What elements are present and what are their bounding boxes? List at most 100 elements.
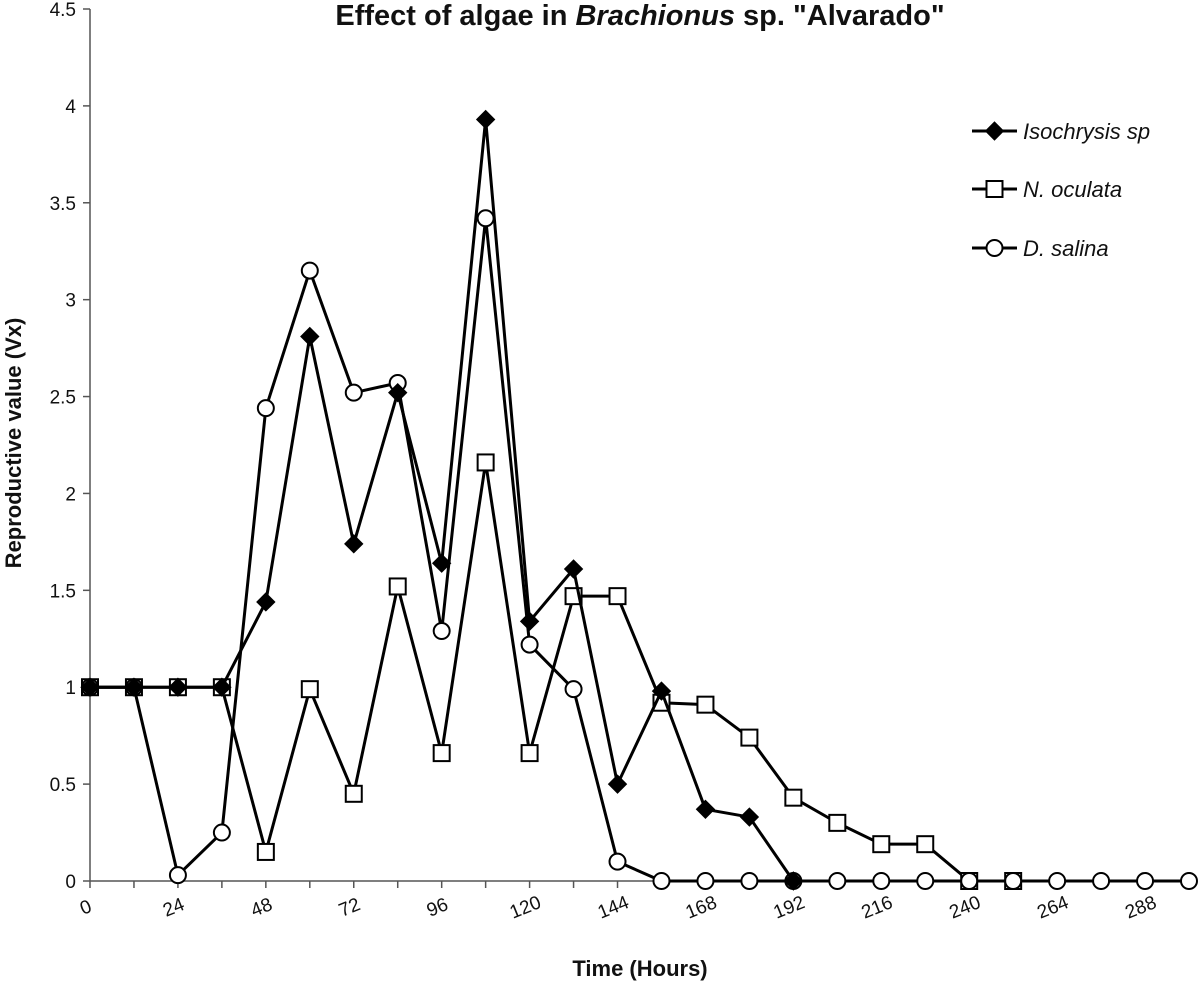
data-point [872, 835, 891, 854]
data-point [1180, 872, 1198, 890]
data-point [784, 788, 803, 807]
x-tick-label: 240 [947, 892, 984, 923]
data-point [168, 866, 187, 885]
x-tick-label: 96 [424, 894, 451, 921]
data-point [432, 744, 451, 763]
data-point [212, 823, 231, 842]
legend-label: D. salina [1023, 236, 1109, 261]
x-tick-label: 168 [683, 892, 720, 923]
series-isochrysis-sp [80, 109, 804, 891]
x-tick-label: 48 [248, 894, 275, 921]
data-point [124, 677, 144, 697]
data-point [80, 677, 100, 697]
data-point [476, 453, 495, 472]
legend-item: D. salina [972, 236, 1109, 261]
data-point [212, 677, 232, 697]
data-point [388, 382, 408, 403]
data-point [432, 622, 451, 641]
data-point [300, 261, 319, 280]
data-point [828, 813, 847, 832]
y-tick-label: 1 [65, 678, 76, 699]
data-point [300, 680, 319, 699]
x-axis-label: Time (Hours) [572, 956, 707, 981]
data-point [256, 592, 276, 612]
x-tick-label: 24 [160, 894, 188, 922]
y-tick-label: 1.5 [50, 581, 76, 602]
y-axis-label: Reproductive value (Vx) [1, 318, 26, 569]
x-tick-label: 288 [1122, 892, 1159, 923]
series-line [90, 216, 1189, 883]
chart-title-prefix: Effect of algae in [335, 0, 575, 32]
y-tick-label: 2 [65, 484, 76, 505]
series-line [90, 117, 795, 882]
y-tick-label: 4.5 [50, 0, 76, 21]
x-tick-label: 264 [1034, 892, 1072, 924]
data-point [520, 744, 539, 763]
data-point [695, 799, 716, 820]
axes: 0 0.5 1 1.5 2 2.5 3 3.5 4 4.5 0 24 48 72 96 120 144 168 19… [50, 0, 1190, 924]
legend-marker [985, 180, 1004, 198]
chart-title-italic: Brachionus [575, 0, 735, 32]
data-point [608, 587, 627, 606]
data-point [696, 695, 715, 714]
data-point [608, 852, 627, 871]
y-tick-label: 2.5 [50, 388, 76, 409]
data-point [256, 842, 275, 861]
x-tick-label: 144 [595, 892, 633, 924]
x-tick-label: 0 [77, 896, 95, 919]
data-point [783, 871, 804, 891]
data-point [1136, 872, 1155, 890]
legend-item: N. oculata [972, 177, 1122, 202]
data-point [1048, 872, 1067, 890]
series-d-salina [81, 209, 1198, 890]
data-point [1092, 872, 1111, 890]
y-tick-label: 3.5 [50, 194, 76, 215]
chart-title: Effect of algae in Brachionus sp. "Alvar… [335, 0, 944, 32]
data-point [256, 399, 275, 418]
y-tick-label: 0.5 [50, 775, 76, 796]
legend-marker [984, 121, 1005, 141]
chart-title-suffix: sp. "Alvarado" [735, 0, 945, 32]
data-point [1004, 872, 1023, 890]
data-point [740, 728, 759, 747]
x-tick-label: 192 [771, 892, 808, 923]
data-point [564, 680, 583, 699]
legend-item: Isochrysis sp [972, 119, 1150, 144]
data-point [344, 784, 363, 803]
data-point [519, 611, 540, 632]
data-point [872, 872, 891, 890]
data-point [344, 383, 363, 402]
data-point [388, 577, 407, 596]
x-tick-label: 72 [336, 894, 363, 921]
data-point [607, 774, 628, 794]
data-point [652, 872, 671, 890]
data-point [168, 677, 188, 697]
legend: Isochrysis sp N. oculata D. salina [972, 119, 1150, 261]
data-point [828, 872, 847, 890]
data-point [431, 553, 452, 573]
data-point [696, 872, 715, 890]
data-point [300, 326, 320, 347]
y-tick-label: 3 [65, 291, 76, 312]
data-point [563, 559, 584, 579]
data-point [916, 835, 935, 854]
series-line [90, 460, 1014, 883]
legend-label: N. oculata [1023, 177, 1122, 202]
data-point [475, 109, 496, 130]
data-point [520, 635, 539, 654]
x-tick-label: 216 [859, 892, 896, 923]
data-point [960, 872, 979, 890]
legend-label: Isochrysis sp [1023, 119, 1150, 144]
y-tick-label: 0 [65, 872, 76, 893]
series-layer [80, 109, 1198, 891]
data-point [739, 807, 760, 827]
data-point [476, 209, 495, 228]
data-point [916, 872, 935, 890]
data-point [740, 872, 759, 890]
legend-marker [985, 239, 1004, 257]
data-point [651, 681, 672, 701]
data-point [344, 534, 364, 554]
x-tick-label: 120 [507, 892, 544, 923]
y-tick-label: 4 [65, 97, 76, 118]
